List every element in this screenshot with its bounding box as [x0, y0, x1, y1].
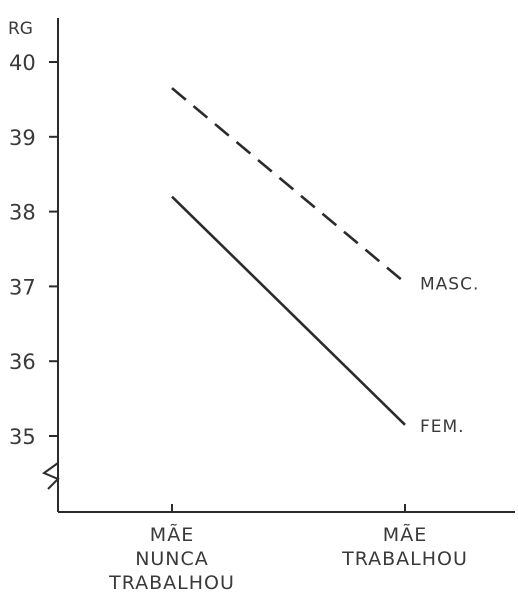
series-line-1 [171, 87, 406, 284]
x-ticks [171, 504, 406, 512]
y-tick-label: 40 [9, 51, 36, 75]
y-tick-label: 38 [9, 201, 36, 225]
series-lines: MASC. FEM. [171, 87, 479, 437]
y-ticks: 35 36 37 38 39 40 [9, 51, 58, 449]
x-category-label-line: NUNCA [135, 548, 209, 570]
series-label-1: MASC. [420, 275, 479, 295]
y-axis-label: RG [8, 19, 33, 39]
y-tick-label: 35 [9, 425, 36, 449]
y-tick-label: 39 [9, 126, 36, 150]
y-tick-label: 36 [9, 350, 36, 374]
x-category-label-line: TRABALHOU [341, 548, 468, 570]
x-category-label-line: TRABALHOU [108, 572, 235, 594]
y-tick-label: 37 [9, 275, 36, 299]
series-label-2: FEM. [420, 417, 465, 437]
x-category-label-line: MÃE [150, 523, 194, 546]
axis-break-mark [41, 462, 60, 490]
series-line-2 [171, 195, 406, 426]
x-category-label-line: MÃE [383, 523, 427, 546]
